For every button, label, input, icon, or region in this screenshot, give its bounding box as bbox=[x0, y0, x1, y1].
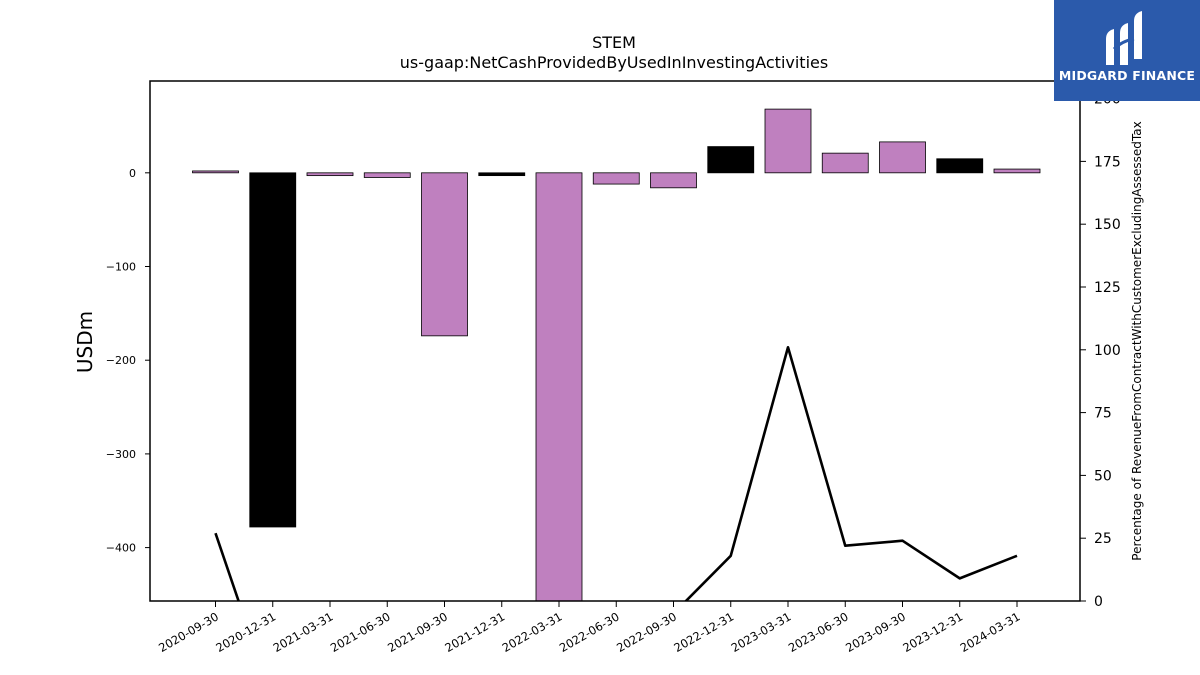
x-tick-label: 2021-09-30 bbox=[385, 609, 450, 655]
bar-2020-12-31 bbox=[249, 172, 297, 528]
y-tick-label: 0 bbox=[129, 167, 136, 180]
y-tick-label: −300 bbox=[106, 448, 136, 461]
bar-2021-03-31 bbox=[306, 172, 354, 177]
plot-frame bbox=[149, 80, 1081, 602]
x-tick-label: 2023-12-31 bbox=[900, 609, 965, 655]
series-line bbox=[214, 345, 1018, 601]
y2-tick-label: 50 bbox=[1094, 468, 1112, 484]
y2-tick-label: 150 bbox=[1094, 217, 1121, 233]
bar-2022-09-30 bbox=[650, 172, 697, 189]
x-tick-label: 2022-03-31 bbox=[500, 609, 565, 655]
x-tick-label: 2022-06-30 bbox=[557, 609, 622, 655]
y2-tick-label: 175 bbox=[1094, 154, 1121, 170]
x-tick-label: 2021-12-31 bbox=[442, 609, 507, 655]
bar-2024-03-31 bbox=[993, 168, 1041, 174]
bar-2021-12-31 bbox=[478, 172, 526, 177]
bar-2021-09-30 bbox=[421, 172, 468, 337]
logo-text: MIDGARD FINANCE bbox=[1058, 68, 1196, 83]
y2-tick-label: 75 bbox=[1094, 406, 1112, 422]
plot-area: 0−100−200−300−40002550751001251501752002… bbox=[106, 80, 1121, 655]
y-axis-label: USDm bbox=[73, 311, 97, 373]
x-tick-label: 2021-03-31 bbox=[271, 609, 336, 655]
chart-title: STEM bbox=[592, 33, 636, 52]
bar-2022-03-31 bbox=[535, 172, 583, 601]
bar-2023-12-31 bbox=[936, 158, 984, 174]
x-tick-label: 2023-03-31 bbox=[729, 609, 794, 655]
y2-tick-label: 125 bbox=[1094, 280, 1121, 296]
x-tick-label: 2023-06-30 bbox=[786, 609, 851, 655]
y-tick-label: −400 bbox=[106, 542, 136, 555]
logo-mark-icon bbox=[1106, 11, 1142, 65]
bar-2023-06-30 bbox=[821, 152, 869, 174]
x-tick-label: 2022-12-31 bbox=[671, 609, 736, 655]
midgard-finance-logo: MIDGARD FINANCE bbox=[1054, 0, 1200, 101]
y-tick-label: −200 bbox=[106, 354, 136, 367]
plot-marks bbox=[192, 108, 1041, 601]
y-tick-label: −100 bbox=[106, 261, 136, 274]
y2-tick-label: 100 bbox=[1094, 343, 1121, 359]
y2-axis-label: Percentage of RevenueFromContractWithCus… bbox=[1130, 121, 1144, 560]
chart-subtitle: us-gaap:NetCashProvidedByUsedInInvesting… bbox=[400, 53, 828, 72]
bar-2022-06-30 bbox=[592, 172, 640, 185]
y2-tick-label: 25 bbox=[1094, 531, 1112, 547]
bar-2022-12-31 bbox=[707, 146, 755, 174]
bar-2023-03-31 bbox=[764, 108, 812, 174]
x-tick-label: 2020-12-31 bbox=[213, 609, 278, 655]
x-tick-label: 2023-09-30 bbox=[843, 609, 908, 655]
x-tick-label: 2020-09-30 bbox=[156, 609, 221, 655]
x-tick-label: 2024-03-31 bbox=[958, 609, 1023, 655]
x-tick-label: 2022-09-30 bbox=[614, 609, 679, 655]
y2-tick-label: 0 bbox=[1094, 594, 1103, 610]
bar-2021-06-30 bbox=[363, 172, 411, 178]
bar-2023-09-30 bbox=[879, 141, 926, 174]
bar-2020-09-30 bbox=[192, 170, 239, 174]
x-tick-label: 2021-06-30 bbox=[328, 609, 393, 655]
